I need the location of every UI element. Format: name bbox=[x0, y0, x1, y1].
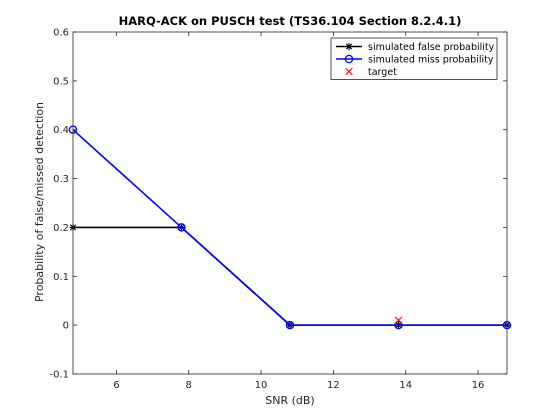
plot-border bbox=[72, 31, 508, 375]
marker-stroke bbox=[345, 43, 353, 50]
marker-circle bbox=[394, 320, 403, 330]
circle-marker bbox=[344, 54, 354, 64]
legend-entry: simulated miss probability bbox=[336, 55, 494, 66]
y-axis-label: Probability of false/missed detection bbox=[33, 102, 46, 302]
y-tick-label: 0.1 bbox=[53, 272, 69, 283]
x-tick-label: 12 bbox=[327, 380, 340, 391]
series-3 bbox=[394, 316, 403, 325]
y-tick-label: 0.3 bbox=[53, 174, 69, 185]
x-tick-label: 14 bbox=[399, 380, 412, 391]
y-tick-label: -0.1 bbox=[49, 370, 69, 381]
x-marker bbox=[345, 67, 353, 76]
legend-label: target bbox=[368, 67, 397, 78]
axis-ticks: 6 8 10 12 14 16 -0.1 0 0.1 0.2 0.3 0.4 0.5 0.6 bbox=[49, 28, 507, 391]
plot-area bbox=[73, 32, 507, 374]
data-point bbox=[285, 320, 295, 330]
y-tick-label: 0.6 bbox=[53, 28, 69, 39]
legend: simulated false probability simulated mis… bbox=[330, 37, 498, 80]
series-line bbox=[72, 129, 507, 326]
series-layer bbox=[68, 125, 512, 330]
marker-circle bbox=[285, 320, 295, 330]
asterisk-marker bbox=[345, 42, 353, 51]
data-point bbox=[177, 223, 186, 232]
chart-title: HARQ-ACK on PUSCH test (TS36.104 Section… bbox=[119, 14, 462, 28]
data-point bbox=[394, 316, 403, 325]
x-tick-label: 6 bbox=[113, 380, 119, 391]
marker-circle bbox=[177, 223, 186, 232]
legend-label: simulated false probability bbox=[368, 42, 495, 53]
legend-entry: simulated false probability bbox=[336, 42, 495, 53]
y-tick-label: 0.4 bbox=[53, 125, 69, 136]
legend-label: simulated miss probability bbox=[368, 55, 494, 66]
x-tick-label: 16 bbox=[472, 380, 485, 391]
marker-stroke bbox=[394, 316, 403, 325]
y-tick-label: 0 bbox=[63, 321, 69, 332]
x-tick-label: 10 bbox=[255, 380, 268, 391]
marker-circle bbox=[344, 54, 354, 64]
data-point bbox=[394, 320, 403, 330]
legend-entry: target bbox=[345, 67, 397, 78]
y-tick-label: 0.5 bbox=[53, 76, 69, 87]
marker-stroke bbox=[345, 67, 353, 76]
y-tick-label: 0.2 bbox=[53, 223, 69, 234]
x-axis-label: SNR (dB) bbox=[265, 394, 314, 407]
x-tick-label: 8 bbox=[186, 380, 192, 391]
